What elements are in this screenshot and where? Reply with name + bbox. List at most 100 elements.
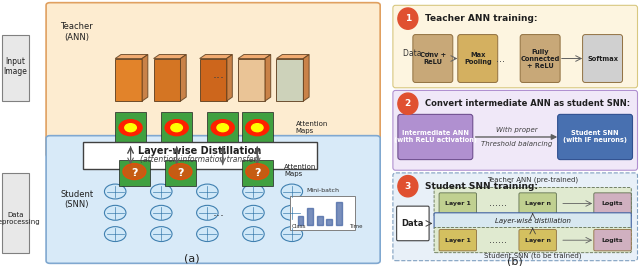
FancyBboxPatch shape: [439, 230, 477, 251]
FancyBboxPatch shape: [434, 213, 631, 229]
Bar: [298, 217, 303, 225]
Text: Mini-batch: Mini-batch: [306, 188, 339, 193]
Text: ...: ...: [213, 206, 225, 219]
Polygon shape: [115, 55, 148, 59]
Text: Intermediate ANN
(with ReLU activation): Intermediate ANN (with ReLU activation): [394, 131, 477, 143]
FancyBboxPatch shape: [458, 35, 498, 82]
Polygon shape: [200, 55, 232, 59]
Circle shape: [125, 124, 136, 132]
Text: Layer 1: Layer 1: [445, 201, 471, 206]
FancyBboxPatch shape: [439, 193, 477, 214]
FancyBboxPatch shape: [2, 35, 29, 101]
Circle shape: [398, 8, 418, 29]
Circle shape: [196, 205, 218, 220]
Text: ?: ?: [177, 168, 184, 178]
Text: ?: ?: [254, 168, 260, 178]
Circle shape: [119, 120, 142, 136]
FancyBboxPatch shape: [413, 35, 453, 82]
FancyBboxPatch shape: [115, 59, 142, 101]
Bar: [307, 209, 313, 225]
Circle shape: [150, 205, 172, 220]
FancyBboxPatch shape: [519, 230, 556, 251]
FancyBboxPatch shape: [519, 193, 556, 214]
FancyBboxPatch shape: [46, 3, 380, 157]
Text: ......: ......: [489, 198, 507, 209]
Text: 2: 2: [404, 99, 411, 108]
Text: Student
(SNN): Student (SNN): [60, 190, 93, 209]
Text: Class: Class: [292, 224, 307, 228]
Polygon shape: [238, 55, 271, 59]
FancyBboxPatch shape: [242, 160, 273, 186]
Text: With proper: With proper: [495, 127, 537, 133]
Text: 1: 1: [404, 14, 411, 23]
Circle shape: [252, 124, 263, 132]
Circle shape: [281, 205, 303, 220]
FancyBboxPatch shape: [161, 112, 192, 144]
Text: ...: ...: [213, 121, 225, 134]
Bar: [326, 218, 332, 225]
Text: Layer n: Layer n: [525, 201, 550, 206]
FancyBboxPatch shape: [393, 5, 637, 88]
Circle shape: [398, 176, 418, 197]
FancyBboxPatch shape: [83, 142, 317, 169]
Circle shape: [281, 227, 303, 242]
Text: Logits: Logits: [602, 238, 623, 243]
Text: Data: Data: [402, 219, 424, 228]
Polygon shape: [303, 55, 309, 101]
FancyBboxPatch shape: [290, 196, 355, 230]
Circle shape: [171, 124, 182, 132]
FancyBboxPatch shape: [2, 173, 29, 253]
Circle shape: [281, 184, 303, 199]
FancyBboxPatch shape: [434, 188, 631, 217]
Text: Conv +
ReLU: Conv + ReLU: [420, 52, 446, 65]
FancyBboxPatch shape: [154, 59, 180, 101]
Text: Threshold balancing: Threshold balancing: [481, 141, 552, 147]
FancyBboxPatch shape: [434, 227, 631, 253]
FancyBboxPatch shape: [397, 206, 429, 241]
Text: 3: 3: [404, 182, 411, 191]
Text: ...: ...: [213, 68, 225, 81]
Text: ......: ......: [489, 235, 507, 245]
Text: Convert intermediate ANN as student SNN:: Convert intermediate ANN as student SNN:: [426, 99, 630, 108]
FancyBboxPatch shape: [165, 160, 196, 186]
Circle shape: [243, 205, 264, 220]
Circle shape: [123, 164, 146, 180]
Text: ...: ...: [496, 53, 505, 64]
Text: Input
Image: Input Image: [3, 57, 28, 76]
FancyBboxPatch shape: [520, 35, 560, 82]
FancyBboxPatch shape: [393, 173, 637, 261]
Text: ?: ?: [131, 168, 138, 178]
Bar: [336, 217, 342, 225]
Circle shape: [196, 184, 218, 199]
Text: Data
Preprocessing: Data Preprocessing: [0, 212, 40, 225]
FancyBboxPatch shape: [238, 59, 265, 101]
Circle shape: [217, 124, 228, 132]
Text: Teacher
(ANN): Teacher (ANN): [60, 22, 93, 41]
FancyBboxPatch shape: [594, 193, 631, 214]
Text: Logits: Logits: [602, 201, 623, 206]
Circle shape: [246, 120, 269, 136]
Polygon shape: [154, 55, 186, 59]
Text: Layer-wise distillation: Layer-wise distillation: [495, 218, 571, 224]
Text: (a): (a): [184, 253, 200, 263]
FancyBboxPatch shape: [46, 136, 380, 263]
Text: Layer n: Layer n: [525, 238, 550, 243]
Text: Teacher ANN (pre-trained): Teacher ANN (pre-trained): [487, 176, 578, 183]
FancyBboxPatch shape: [557, 114, 632, 160]
FancyBboxPatch shape: [200, 59, 227, 101]
FancyBboxPatch shape: [276, 59, 303, 101]
Circle shape: [104, 227, 126, 242]
FancyBboxPatch shape: [119, 160, 150, 186]
Circle shape: [169, 164, 192, 180]
Text: Attention
Maps: Attention Maps: [296, 121, 328, 134]
Polygon shape: [265, 55, 271, 101]
Circle shape: [211, 120, 234, 136]
FancyBboxPatch shape: [393, 90, 637, 170]
Text: Attention
Maps: Attention Maps: [284, 164, 317, 177]
Circle shape: [196, 227, 218, 242]
Circle shape: [104, 205, 126, 220]
Text: Layer-wise Distillation: Layer-wise Distillation: [138, 146, 261, 156]
Text: Fully
Connected
+ ReLU: Fully Connected + ReLU: [520, 48, 560, 69]
Circle shape: [243, 184, 264, 199]
Circle shape: [398, 93, 418, 114]
